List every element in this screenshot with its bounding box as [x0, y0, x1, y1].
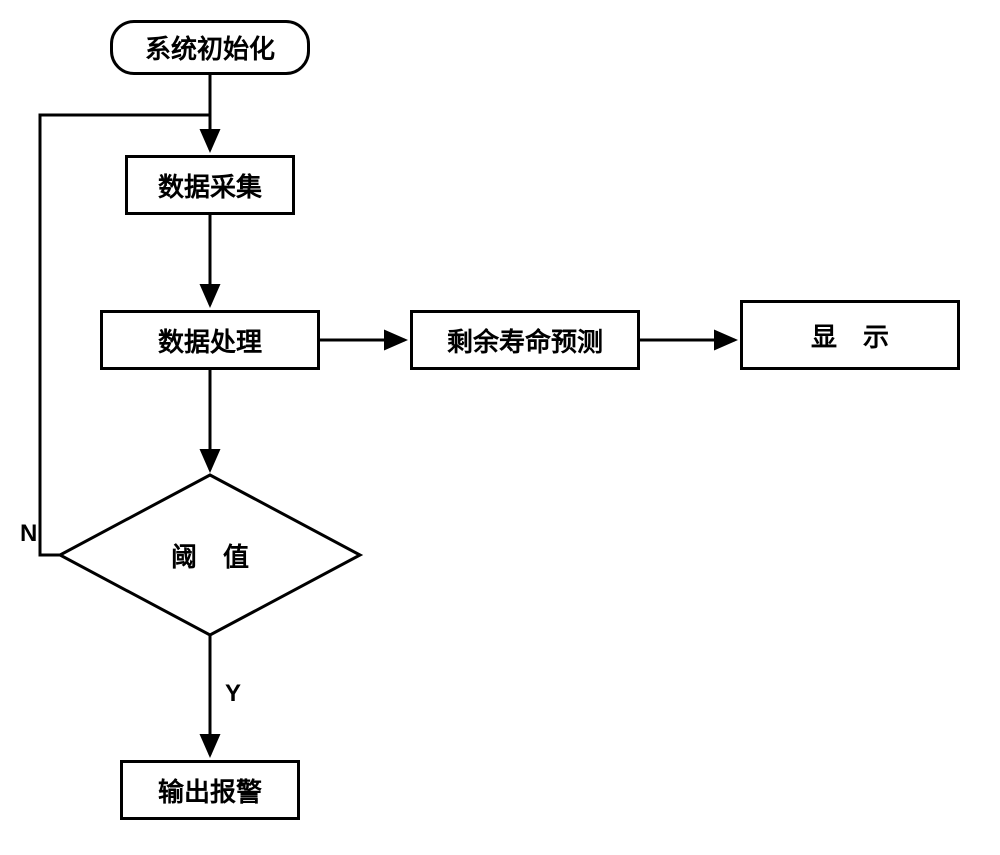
node-process-label: 数据处理 — [158, 322, 262, 359]
node-collect: 数据采集 — [125, 155, 295, 215]
node-alarm: 输出报警 — [120, 760, 300, 820]
node-display: 显 示 — [740, 300, 960, 370]
diamond-threshold-svg — [0, 0, 1000, 855]
edges-svg — [0, 0, 1000, 855]
node-predict-label: 剩余寿命预测 — [447, 322, 603, 359]
edge-label-n: N — [20, 520, 37, 548]
node-display-label: 显 示 — [811, 317, 889, 354]
node-process: 数据处理 — [100, 310, 320, 370]
node-predict: 剩余寿命预测 — [410, 310, 640, 370]
node-collect-label: 数据采集 — [158, 167, 262, 204]
node-threshold: 阈 值 — [60, 475, 360, 635]
edge-label-y: Y — [225, 680, 241, 708]
node-threshold-label: 阈 值 — [171, 537, 249, 574]
node-init: 系统初始化 — [110, 20, 310, 75]
node-alarm-label: 输出报警 — [158, 772, 262, 809]
node-init-label: 系统初始化 — [145, 29, 275, 66]
